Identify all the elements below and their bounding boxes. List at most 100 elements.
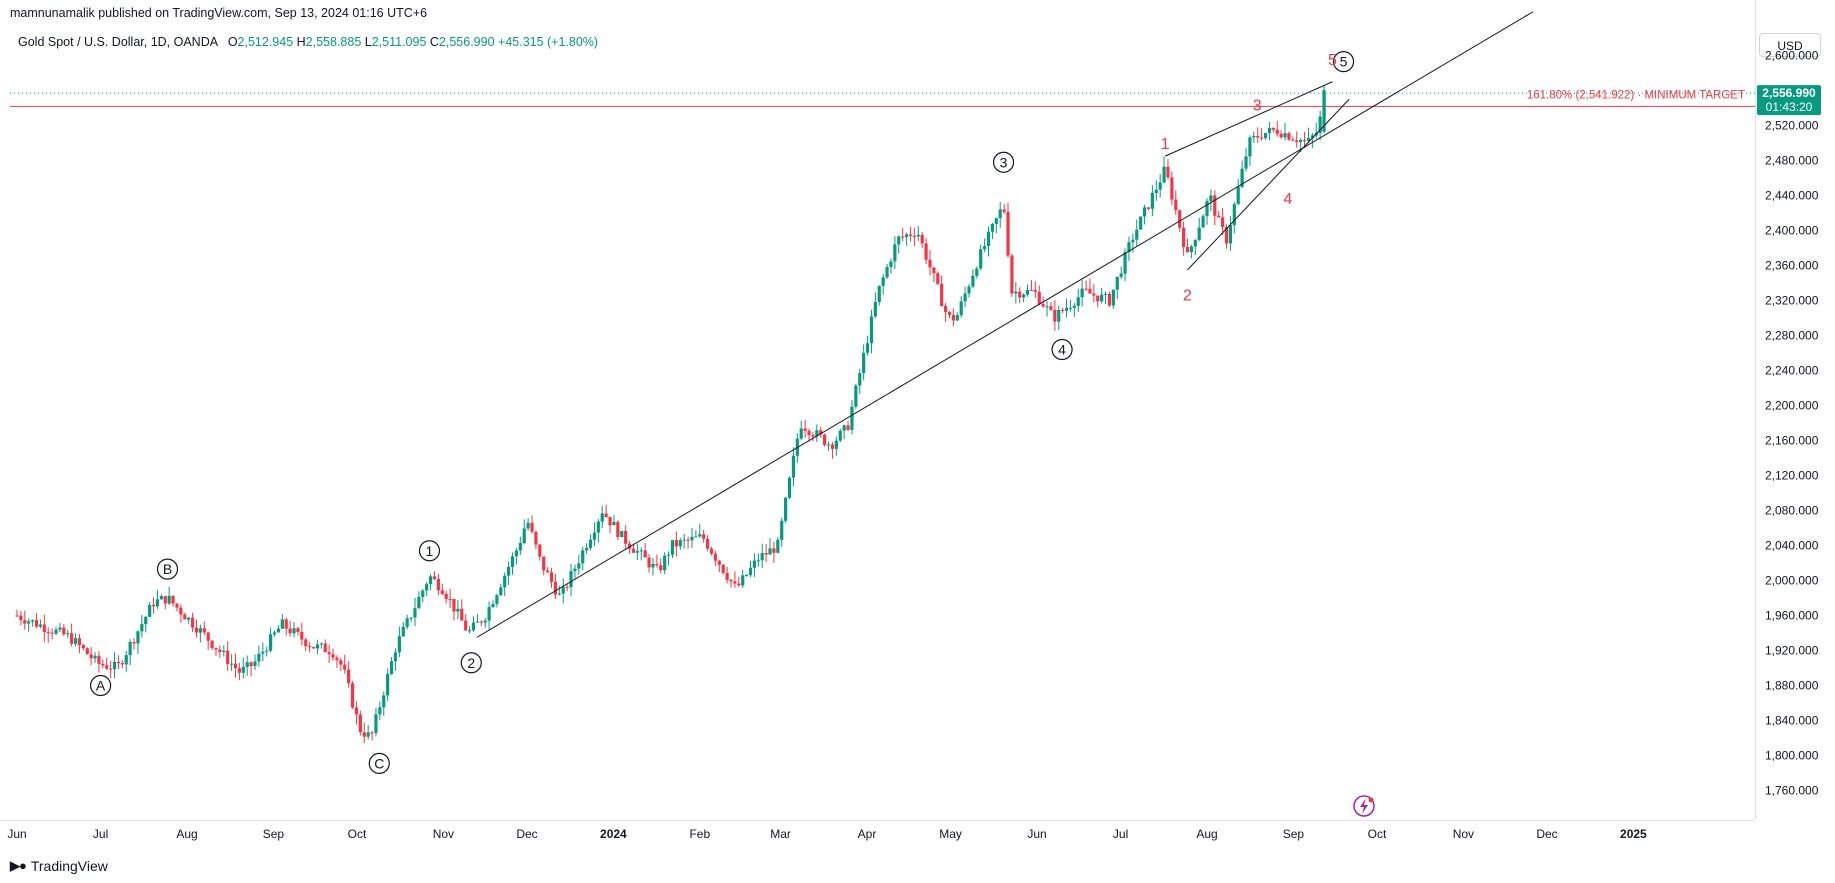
candle [756, 553, 760, 567]
candle-body [245, 662, 249, 667]
candle [136, 630, 140, 654]
candle [66, 629, 70, 638]
candle-body [421, 590, 425, 597]
candle [904, 232, 909, 246]
time-axis-label: Aug [1196, 827, 1217, 841]
candle-body [1045, 306, 1049, 308]
candle [1193, 239, 1197, 256]
candle [183, 612, 187, 620]
candle-body [760, 553, 764, 561]
candle [1228, 215, 1233, 251]
candle [979, 244, 983, 271]
candle-body [190, 617, 195, 628]
wave-label-text: 2 [467, 655, 475, 671]
minimum-target-label: 161.80% (2,541.922) · MINIMUM TARGET [1527, 89, 1745, 101]
candle [698, 523, 702, 538]
candle-body [1123, 252, 1127, 274]
candle [908, 227, 913, 242]
candle-body [70, 633, 74, 644]
candle [222, 645, 226, 657]
candle-body [475, 621, 479, 623]
candle [1174, 190, 1178, 216]
candle-body [869, 316, 874, 344]
candle [1002, 204, 1006, 215]
candle [15, 609, 19, 617]
candle-body [877, 285, 881, 303]
candle-body [1107, 293, 1112, 306]
candle [959, 296, 963, 318]
candle [1287, 131, 1291, 141]
candle-body [811, 435, 815, 437]
candle [155, 590, 160, 609]
candle-body [261, 651, 265, 654]
candle-body [1178, 210, 1182, 228]
currency-selector[interactable]: USD [1759, 33, 1821, 57]
candle-body [604, 513, 608, 517]
candle [663, 552, 667, 575]
candle [854, 383, 858, 409]
wave-circle [460, 652, 482, 674]
price-axis-label: 2,440.000 [1765, 189, 1819, 203]
candle [245, 655, 249, 676]
candle [163, 595, 167, 610]
candle-body [315, 644, 320, 649]
candle-body [936, 273, 940, 284]
candle-body [382, 695, 386, 708]
candle-body [717, 560, 721, 565]
candle [585, 543, 589, 555]
tradingview-logo-icon: ▶● [10, 858, 27, 873]
candle [811, 431, 815, 442]
candle-body [733, 581, 737, 584]
candle-body [1002, 209, 1006, 212]
candle-body [620, 530, 624, 538]
candle-body [1029, 289, 1034, 291]
candle [27, 618, 31, 632]
candle-body [483, 620, 487, 623]
candle [436, 573, 440, 596]
publisher-note: mamnunamalik published on TradingView.co… [10, 6, 428, 20]
candle [799, 420, 803, 441]
time-axis-label: Nov [1453, 827, 1474, 841]
candle-body [1181, 227, 1186, 248]
candle-body [635, 551, 639, 553]
candle-body [393, 652, 398, 662]
candle-body [81, 645, 85, 649]
candle-body [413, 608, 417, 618]
candle [803, 419, 807, 438]
candle-body [1041, 303, 1045, 307]
candle [557, 585, 561, 596]
price-axis-label: 2,600.000 [1765, 49, 1819, 63]
candle-body [347, 669, 351, 684]
candle-body [1322, 93, 1326, 132]
candle [569, 563, 573, 597]
candle-body [1232, 204, 1236, 226]
candle-body [1318, 116, 1322, 133]
candle [1275, 120, 1279, 137]
candle-body [1061, 309, 1065, 311]
candle [1310, 133, 1314, 149]
candle [187, 616, 191, 624]
candle [1080, 279, 1084, 307]
candle [393, 648, 398, 671]
candle-body [132, 642, 136, 644]
high-label: H [296, 35, 306, 49]
candle [467, 626, 472, 634]
candle [893, 236, 897, 270]
candle [315, 639, 320, 655]
candle-body [300, 631, 304, 640]
candle [132, 638, 136, 650]
candle-body [655, 563, 659, 566]
candle-body [1193, 239, 1197, 247]
candle [752, 553, 757, 577]
candle-body [151, 604, 156, 607]
candle [1018, 287, 1022, 304]
candle-body [1025, 289, 1030, 295]
candle-body [885, 266, 889, 278]
candle [1263, 132, 1268, 140]
candle [401, 622, 405, 638]
candle-body [600, 513, 604, 522]
candle-body [405, 618, 409, 627]
candle [690, 528, 694, 549]
candle [1154, 180, 1158, 201]
